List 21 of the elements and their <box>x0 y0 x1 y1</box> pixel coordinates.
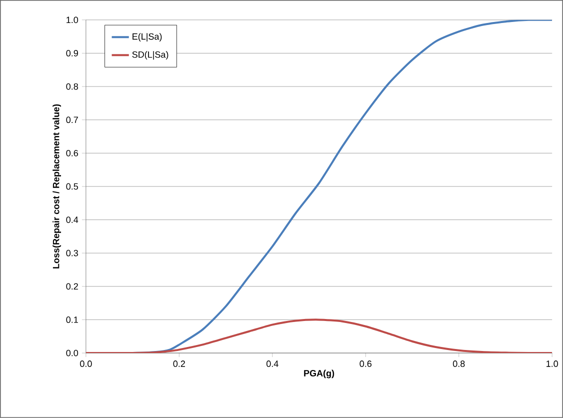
y-axis-title: Loss(Repair cost / Replacement value) <box>52 104 62 268</box>
y-tick-label: 0.2 <box>66 283 78 290</box>
x-tick-label: 0.2 <box>173 360 185 367</box>
x-tick-label: 0.6 <box>360 360 372 367</box>
y-tick-label: 0.3 <box>66 250 78 256</box>
y-tick-label: 0.9 <box>66 50 78 56</box>
y-tick-label: 0.6 <box>66 150 78 156</box>
y-tick-label: 0.8 <box>66 83 78 90</box>
x-tick-label: 1.0 <box>546 360 558 367</box>
y-tick-label: 0.0 <box>66 350 78 356</box>
y-tick-label: 0.5 <box>66 183 78 190</box>
y-tick-label: 0.7 <box>66 116 78 124</box>
y-tick-label: 0.1 <box>66 316 78 323</box>
x-tick-label: 0.8 <box>452 360 465 367</box>
y-tick-label: 0.4 <box>66 216 78 223</box>
x-tick-label: 0.4 <box>266 360 278 367</box>
x-tick-label: 0.0 <box>80 360 92 367</box>
x-axis-title: PGA(g) <box>304 370 334 378</box>
y-tick-label: 1.0 <box>66 16 78 24</box>
legend-label: E(L|Sa) <box>132 33 162 42</box>
legend-label: SD(L|Sa) <box>132 51 168 60</box>
